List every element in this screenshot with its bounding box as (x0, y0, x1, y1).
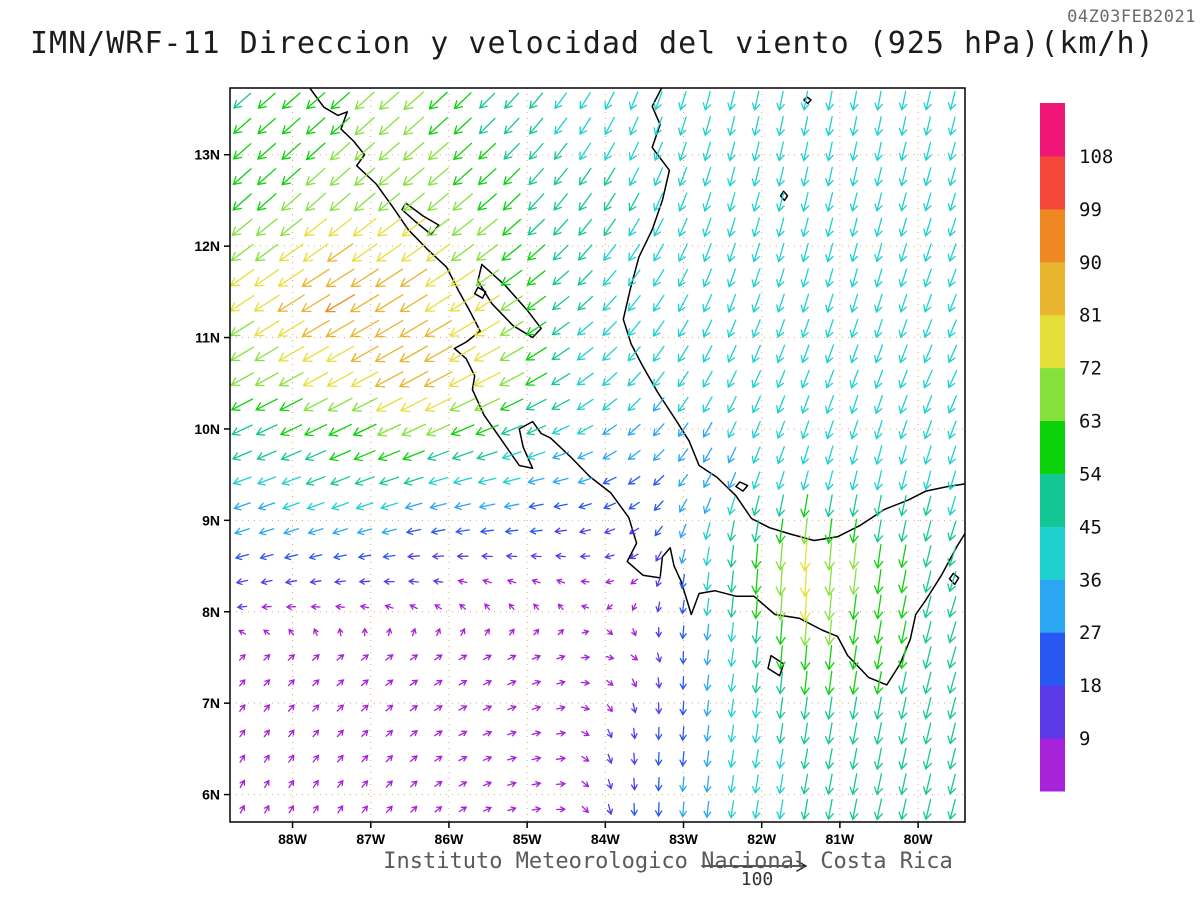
x-tick-label: 87W (356, 831, 386, 847)
colorbar-segment (1040, 155, 1065, 210)
coast-lake-nicaragua (477, 263, 542, 339)
colorbar-segment (1040, 261, 1065, 316)
colorbar-tick-label: 54 (1079, 463, 1102, 485)
y-tick-label: 6N (202, 787, 220, 803)
colorbar-segment (1040, 579, 1065, 633)
coast-coiba-island (767, 654, 785, 677)
colorbar-segment (1040, 526, 1065, 580)
y-tick-label: 12N (194, 238, 220, 254)
reference-vector (701, 860, 808, 872)
y-tick-label: 9N (202, 512, 220, 528)
coast-pearl-islands (948, 572, 960, 586)
coast-pacific-coast (309, 88, 965, 686)
chart-title: IMN/WRF-11 Direccion y velocidad del vie… (30, 26, 1155, 61)
y-tick-label: 11N (195, 330, 220, 346)
x-tick-label: 81W (825, 831, 855, 847)
coast-lake-managua (401, 202, 440, 236)
coastlines (309, 88, 965, 686)
colorbar-tick-label: 81 (1079, 305, 1102, 327)
run-timestamp: 04Z03FEB2021 (1067, 7, 1196, 27)
axis-labels: 88W 87W 86W 85W 84W 83W 82W 81W 80W 13N 12N 11N 10N 9… (194, 147, 933, 847)
y-tick-label: 8N (202, 604, 220, 620)
colorbar-tick-label: 18 (1079, 675, 1102, 697)
colorbar-tick-label: 63 (1079, 411, 1102, 433)
colorbar-segment (1040, 103, 1065, 157)
x-tick-label: 84W (591, 831, 621, 847)
colorbar-labels: 9 18 27 36 45 54 63 72 81 90 99 108 (1079, 146, 1113, 750)
coast-ometepe-island (473, 286, 487, 299)
colorbar-tick-label: 45 (1079, 516, 1102, 538)
colorbar-tick-label: 27 (1079, 622, 1102, 644)
colorbar-segment (1040, 685, 1065, 739)
x-tick-label: 88W (278, 831, 308, 847)
coast-bocas-islands (735, 481, 749, 492)
coast-caribbean-coast (622, 88, 965, 542)
coast-san-andres-island (779, 190, 789, 202)
x-tick-label: 85W (513, 831, 543, 847)
colorbar (1040, 103, 1065, 792)
colorbar-tick-label: 99 (1079, 199, 1102, 221)
colorbar-tick-label: 9 (1079, 728, 1090, 750)
colorbar-segment (1040, 208, 1065, 263)
y-tick-label: 13N (194, 147, 220, 163)
colorbar-segment (1040, 314, 1065, 369)
wind-vectors (230, 90, 958, 821)
y-tick-label: 10N (194, 421, 220, 437)
x-tick-label: 86W (435, 831, 465, 847)
colorbar-tick-label: 108 (1079, 146, 1113, 168)
reference-vector-label: 100 (740, 869, 774, 890)
plot-frame (229, 87, 966, 823)
colorbar-segment (1040, 420, 1065, 474)
colorbar-tick-label: 36 (1079, 569, 1102, 591)
colorbar-tick-label: 90 (1079, 252, 1102, 274)
colorbar-segment (1040, 738, 1065, 792)
footer-credit: Instituto Meteorologico Nacional Costa R… (383, 849, 953, 874)
colorbar-tick-label: 72 (1079, 358, 1102, 380)
x-tick-label: 82W (747, 831, 777, 847)
x-tick-label: 83W (669, 831, 699, 847)
coast-providencia-island (803, 96, 812, 105)
y-tick-label: 7N (202, 695, 220, 711)
x-tick-label: 80W (904, 831, 934, 847)
colorbar-segment (1040, 632, 1065, 686)
map-plot-area (230, 88, 965, 822)
colorbar-segment (1040, 367, 1065, 422)
colorbar-segment (1040, 473, 1065, 527)
